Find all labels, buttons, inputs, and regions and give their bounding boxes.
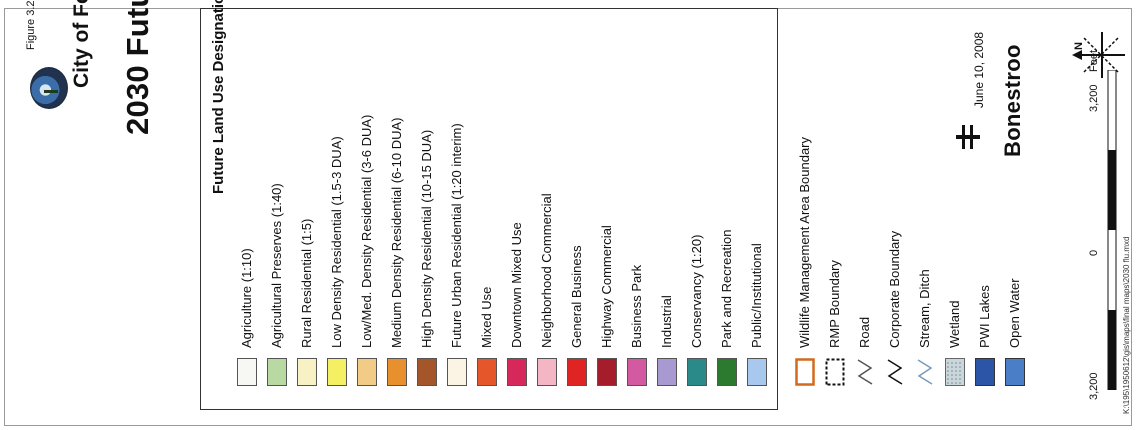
north-arrow-icon: N — [1072, 32, 1125, 78]
legend-label: Agriculture (1:10) — [239, 248, 254, 348]
legend-swatch — [717, 358, 737, 386]
legend-label: Agricultural Preserves (1:40) — [269, 183, 284, 348]
legend-swatch — [237, 358, 257, 386]
symbol-label: Wetland — [947, 300, 962, 348]
legend-label: Low/Med. Density Residential (3-6 DUA) — [359, 114, 374, 348]
legend-item: Agricultural Preserves (1:40) — [264, 16, 290, 386]
symbol-item: Open Water — [1002, 16, 1028, 386]
map-title: 2030 Future Land Use — [120, 0, 156, 135]
symbol-item: Road — [852, 16, 878, 386]
legend-swatch — [657, 358, 677, 386]
legend-item: Neighborhood Commercial — [534, 16, 560, 386]
scale-label-right: 3,200 — [1088, 84, 1100, 112]
legend-swatch — [627, 358, 647, 386]
legend-item: Industrial — [654, 16, 680, 386]
legend-item: General Business — [564, 16, 590, 386]
bonestroo-logo-icon — [956, 125, 980, 149]
legend-item: Conservancy (1:20) — [684, 16, 710, 386]
legend-item: Low/Med. Density Residential (3-6 DUA) — [354, 16, 380, 386]
legend-label: Downtown Mixed Use — [509, 222, 524, 348]
legend-label: Business Park — [629, 264, 644, 348]
legend-label: Low Density Residential (1.5-3 DUA) — [329, 136, 344, 348]
symbol-item: Corporate Boundary — [882, 16, 908, 386]
legend-item: Downtown Mixed Use — [504, 16, 530, 386]
wetland-stipple-icon — [945, 358, 965, 386]
symbol-label: RMP Boundary — [827, 260, 842, 348]
legend-item: Public/Institutional — [744, 16, 770, 386]
legend-swatch — [687, 358, 707, 386]
symbol-label: Wildlife Management Area Boundary — [797, 136, 812, 348]
legend-label: Rural Residential (1:5) — [299, 218, 314, 348]
symbol-label: Corporate Boundary — [887, 230, 902, 348]
legend-label: Industrial — [659, 295, 674, 348]
legend-label: General Business — [569, 245, 584, 348]
brand-name: Bonestroo — [1000, 44, 1025, 157]
dashed-black-box-icon — [825, 358, 845, 386]
legend-label: Mixed Use — [479, 286, 494, 348]
scale-label-left: 3,200 — [1088, 372, 1100, 400]
scale-unit: Feet — [1088, 49, 1100, 72]
legend-item: Agriculture (1:10) — [234, 16, 260, 386]
legend-swatch — [357, 358, 377, 386]
legend-label: Highway Commercial — [599, 225, 614, 348]
symbol-item: Stream, Ditch — [912, 16, 938, 386]
symbol-label: Open Water — [1007, 278, 1022, 348]
legend-item: Low Density Residential (1.5-3 DUA) — [324, 16, 350, 386]
symbol-item: Wildlife Management Area Boundary — [792, 16, 818, 386]
boundary-line-icon — [887, 359, 903, 385]
legend-swatch — [537, 358, 557, 386]
legend-swatch — [477, 358, 497, 386]
tree-icon — [44, 90, 58, 93]
symbol-item: PWI Lakes — [972, 16, 998, 386]
legend-label: Conservancy (1:20) — [689, 234, 704, 348]
legend-label: Neighborhood Commercial — [539, 193, 554, 348]
legend-item: Park and Recreation — [714, 16, 740, 386]
legend-swatch — [747, 358, 767, 386]
scale-bar — [1107, 70, 1117, 390]
symbol-item: RMP Boundary — [822, 16, 848, 386]
legend-label: Future Urban Residential (1:20 interim) — [449, 123, 464, 348]
legend-swatch — [327, 358, 347, 386]
legend-swatch — [297, 358, 317, 386]
stream-line-icon — [917, 359, 933, 385]
map-date: June 10, 2008 — [972, 31, 986, 108]
legend-swatch — [507, 358, 527, 386]
legend-item: High Density Residential (10-15 DUA) — [414, 16, 440, 386]
file-path: K:\195\1950612\gis\maps\final maps\2030 … — [1122, 236, 1131, 414]
symbol-label: Road — [857, 316, 872, 348]
legend-swatch — [267, 358, 287, 386]
legend-label: Park and Recreation — [719, 229, 734, 348]
legend-label: Medium Density Residential (6-10 DUA) — [389, 117, 404, 348]
legend-item: Highway Commercial — [594, 16, 620, 386]
legend-swatch — [387, 358, 407, 386]
open-water-fill-icon — [1005, 358, 1025, 386]
figure-label: Figure 3.2 — [25, 0, 37, 50]
road-line-icon — [857, 359, 873, 385]
legend-label: Public/Institutional — [749, 243, 764, 348]
legend-swatch — [597, 358, 617, 386]
symbol-item: Wetland — [942, 16, 968, 386]
legend-item: Mixed Use — [474, 16, 500, 386]
legend-label: High Density Residential (10-15 DUA) — [419, 129, 434, 348]
legend-item: Business Park — [624, 16, 650, 386]
symbol-label: Stream, Ditch — [917, 269, 932, 348]
symbol-label: PWI Lakes — [977, 285, 992, 348]
city-name: City of Forest Lake — [70, 0, 94, 88]
city-seal-icon — [30, 67, 68, 109]
north-label: N — [1073, 42, 1085, 50]
pwi-lake-fill-icon — [975, 358, 995, 386]
legend-item: Medium Density Residential (6-10 DUA) — [384, 16, 410, 386]
legend-swatch — [417, 358, 437, 386]
scale-label-zero: 0 — [1088, 249, 1100, 256]
legend-swatch — [567, 358, 587, 386]
orange-outline-box-icon — [795, 358, 815, 386]
legend-swatch — [447, 358, 467, 386]
legend-item: Future Urban Residential (1:20 interim) — [444, 16, 470, 386]
legend-item: Rural Residential (1:5) — [294, 16, 320, 386]
legend-heading: Future Land Use Designations — [210, 0, 227, 194]
